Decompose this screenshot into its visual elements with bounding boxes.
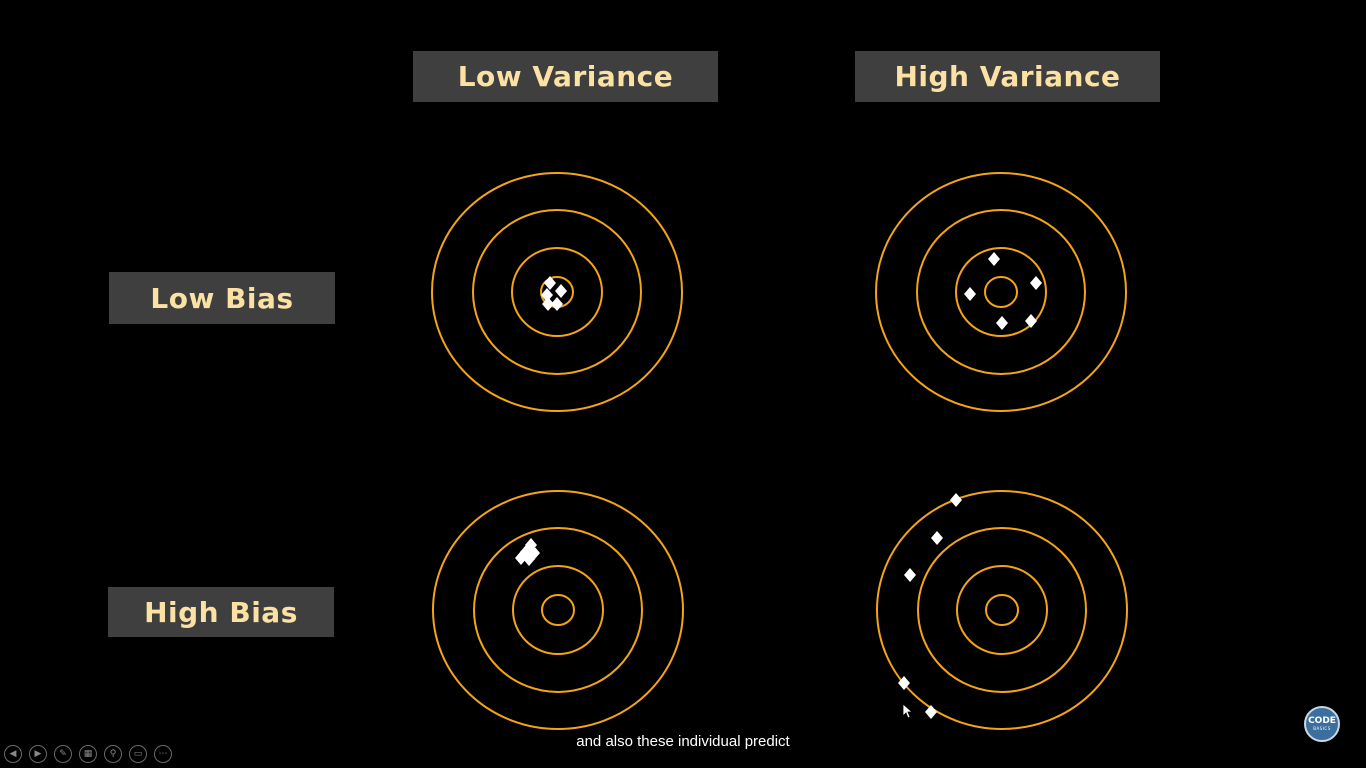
- prediction-marker: [904, 568, 916, 582]
- markers-high-bias-high-variance: [898, 493, 962, 719]
- pen-button[interactable]: ✎: [54, 745, 72, 763]
- target-ring-outer: [432, 490, 684, 730]
- target-ring-inner: [511, 247, 603, 337]
- target-ring-outer: [876, 490, 1128, 730]
- previous-slide-button[interactable]: ◀: [4, 745, 22, 763]
- mouse-cursor: [902, 703, 914, 719]
- logo-text-line1: CODE: [1308, 716, 1336, 726]
- more-options-button[interactable]: ⋯: [154, 745, 172, 763]
- prediction-marker: [544, 276, 556, 290]
- markers-low-bias-high-variance: [964, 252, 1042, 330]
- target-bullseye: [985, 594, 1019, 626]
- prediction-marker: [1030, 276, 1042, 290]
- prediction-marker: [541, 288, 553, 302]
- prediction-marker: [964, 287, 976, 301]
- logo-text-line2: BASICS: [1313, 726, 1331, 731]
- row-header-low-bias: Low Bias: [109, 272, 335, 324]
- slideshow-toolbar: ◀ ▶ ✎ ▦ ⚲ ▭ ⋯: [4, 745, 172, 763]
- prediction-marker: [542, 297, 554, 311]
- target-ring-inner: [956, 565, 1048, 655]
- markers-low-bias-low-variance: [541, 276, 567, 311]
- subtitle-caption: and also these individual predict: [576, 733, 790, 750]
- prediction-marker: [555, 284, 567, 298]
- target-low-bias-high-variance: [875, 172, 1127, 412]
- zoom-button[interactable]: ⚲: [104, 745, 122, 763]
- prediction-marker: [988, 252, 1000, 266]
- target-ring-inner: [955, 247, 1047, 337]
- prediction-marker: [515, 551, 527, 565]
- prediction-marker: [523, 552, 535, 566]
- chevron-left-icon: ◀: [9, 748, 17, 759]
- codebasics-logo: CODE BASICS: [1304, 706, 1340, 742]
- chevron-right-icon: ▶: [34, 748, 42, 759]
- magnifier-icon: ⚲: [109, 748, 117, 759]
- target-ring-middle: [473, 527, 643, 693]
- target-high-bias-high-variance: [876, 490, 1128, 730]
- row-header-high-bias: High Bias: [108, 587, 334, 637]
- subtitles-button[interactable]: ▭: [129, 745, 147, 763]
- prediction-marker: [551, 297, 563, 311]
- subtitles-icon: ▭: [133, 748, 143, 759]
- column-header-low-variance: Low Variance: [413, 51, 718, 102]
- target-ring-middle: [916, 209, 1086, 375]
- ellipsis-icon: ⋯: [158, 748, 168, 759]
- prediction-marker: [925, 705, 937, 719]
- prediction-marker: [1025, 314, 1037, 328]
- pen-icon: ✎: [59, 748, 67, 759]
- next-slide-button[interactable]: ▶: [29, 745, 47, 763]
- markers-high-bias-low-variance: [515, 538, 540, 566]
- prediction-marker: [996, 316, 1008, 330]
- prediction-marker: [898, 676, 910, 690]
- target-ring-middle: [917, 527, 1087, 693]
- column-header-high-variance: High Variance: [855, 51, 1160, 102]
- see-all-slides-button[interactable]: ▦: [79, 745, 97, 763]
- target-ring-outer: [875, 172, 1127, 412]
- prediction-marker: [950, 493, 962, 507]
- target-bullseye: [541, 594, 575, 626]
- target-ring-outer: [431, 172, 683, 412]
- target-high-bias-low-variance: [432, 490, 684, 730]
- grid-icon: ▦: [83, 748, 93, 759]
- target-ring-middle: [472, 209, 642, 375]
- target-ring-inner: [512, 565, 604, 655]
- target-bullseye: [984, 276, 1018, 308]
- target-low-bias-low-variance: [431, 172, 683, 412]
- prediction-marker: [931, 531, 943, 545]
